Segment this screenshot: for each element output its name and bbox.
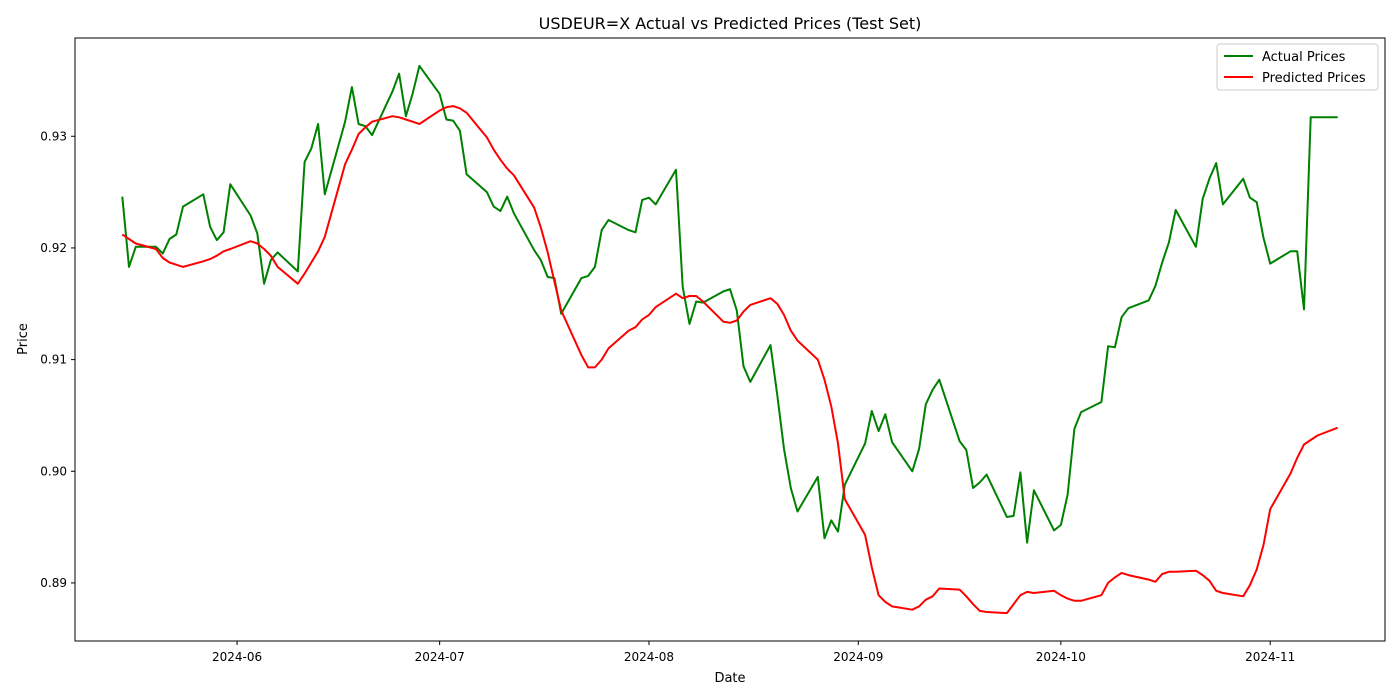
series-layer [121,64,1339,615]
x-axis-ticks: 2024-06 2024-07 2024-08 2024-09 2024-10 2024-… [212,641,1295,664]
legend-label-actual: Actual Prices [1262,50,1346,65]
y-axis-label: Price [16,323,31,355]
x-tick-label: 2024-10 [1036,650,1086,664]
legend: Actual Prices Predicted Prices [1216,43,1379,91]
y-axis-ticks: 0.89 0.90 0.91 0.92 0.93 [40,129,75,590]
x-axis-label: Date [714,671,745,686]
y-tick-label: 0.93 [40,129,67,143]
legend-label-predicted: Predicted Prices [1262,71,1366,86]
plot-frame [74,37,1386,642]
x-tick-label: 2024-06 [212,650,262,664]
chart-title: USDEUR=X Actual vs Predicted Prices (Tes… [539,14,922,33]
x-tick-label: 2024-08 [624,650,674,664]
y-tick-label: 0.92 [40,241,67,255]
actual-prices-line [121,64,1338,544]
y-tick-label: 0.91 [40,353,67,367]
y-tick-label: 0.90 [40,464,67,478]
x-tick-label: 2024-07 [415,650,465,664]
x-tick-label: 2024-11 [1245,650,1295,664]
x-tick-label: 2024-09 [833,650,883,664]
predicted-prices-line [121,105,1339,615]
y-tick-label: 0.89 [40,576,67,590]
legend-box [1216,43,1379,91]
